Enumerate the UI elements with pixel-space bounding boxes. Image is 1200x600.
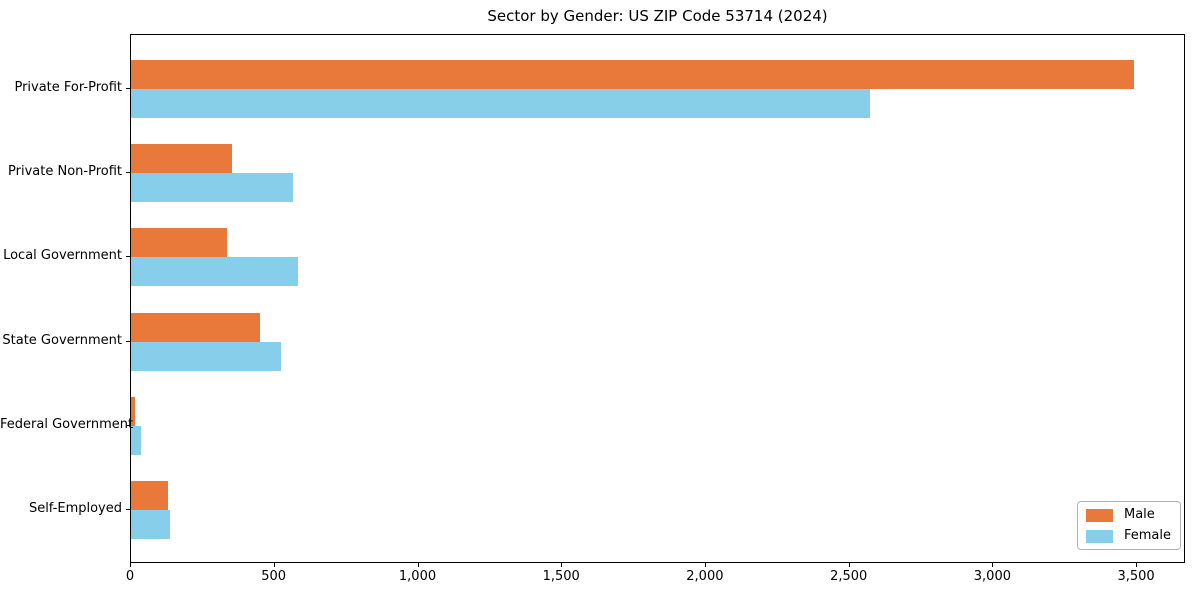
bar-male-federal-government	[131, 396, 136, 426]
x-tick-label-3-000: 3,000	[973, 569, 1011, 584]
y-tick-label-local-government: Local Government	[3, 248, 122, 264]
x-tick-label-3-500: 3,500	[1117, 569, 1155, 584]
y-tick-label-self-employed: Self-Employed	[28, 501, 122, 516]
x-tick-label-0: 0	[125, 569, 135, 584]
x-tick-mark	[561, 563, 563, 567]
x-tick-mark	[704, 563, 706, 567]
bar-female-private-non-profit	[131, 173, 294, 203]
bar-female-private-for-profit	[131, 89, 870, 118]
legend-label-male: Male	[1123, 507, 1155, 522]
bar-female-federal-government	[131, 425, 142, 455]
bar-male-private-non-profit	[131, 144, 232, 174]
bar-male-private-for-profit	[131, 60, 1135, 89]
chart-title: Sector by Gender: US ZIP Code 53714 (202…	[487, 7, 828, 25]
x-tick-mark	[130, 563, 131, 567]
x-tick-mark	[417, 563, 419, 567]
bar-female-self-employed	[131, 510, 170, 539]
y-tick-label-state-government: State Government	[2, 332, 122, 348]
legend-item-male: Male	[1085, 507, 1171, 522]
legend-item-female: Female	[1085, 528, 1171, 543]
y-tick-mark	[126, 509, 130, 510]
x-tick-mark	[1136, 563, 1138, 567]
legend-swatch-male	[1085, 508, 1113, 522]
x-tick-label-1-000: 1,000	[398, 569, 437, 584]
bar-male-self-employed	[131, 481, 169, 510]
y-tick-mark	[126, 340, 130, 342]
y-tick-mark	[126, 172, 130, 174]
legend-label-female: Female	[1123, 528, 1171, 543]
x-tick-label-1-500: 1,500	[542, 569, 580, 584]
x-tick-label-500: 500	[261, 569, 287, 584]
x-tick-label-2-500: 2,500	[830, 569, 868, 584]
plot-area: Male Female	[130, 34, 1185, 563]
bar-male-local-government	[131, 228, 228, 258]
legend: Male Female	[1076, 501, 1181, 550]
bar-female-state-government	[131, 341, 281, 371]
x-tick-mark	[848, 563, 850, 567]
legend-swatch-female	[1085, 529, 1113, 543]
x-tick-mark	[273, 563, 275, 567]
bar-female-local-government	[131, 257, 298, 287]
y-tick-label-private-non-profit: Private Non-Profit	[8, 164, 122, 180]
y-tick-label-private-for-profit: Private For-Profit	[14, 80, 122, 95]
x-tick-mark	[992, 563, 994, 567]
y-tick-mark	[126, 256, 130, 258]
y-tick-label-federal-government: Federal Government	[0, 416, 134, 432]
x-tick-label-2-000: 2,000	[686, 569, 724, 584]
y-tick-mark	[126, 88, 130, 89]
bar-male-state-government	[131, 312, 261, 342]
y-tick-mark	[126, 424, 130, 426]
